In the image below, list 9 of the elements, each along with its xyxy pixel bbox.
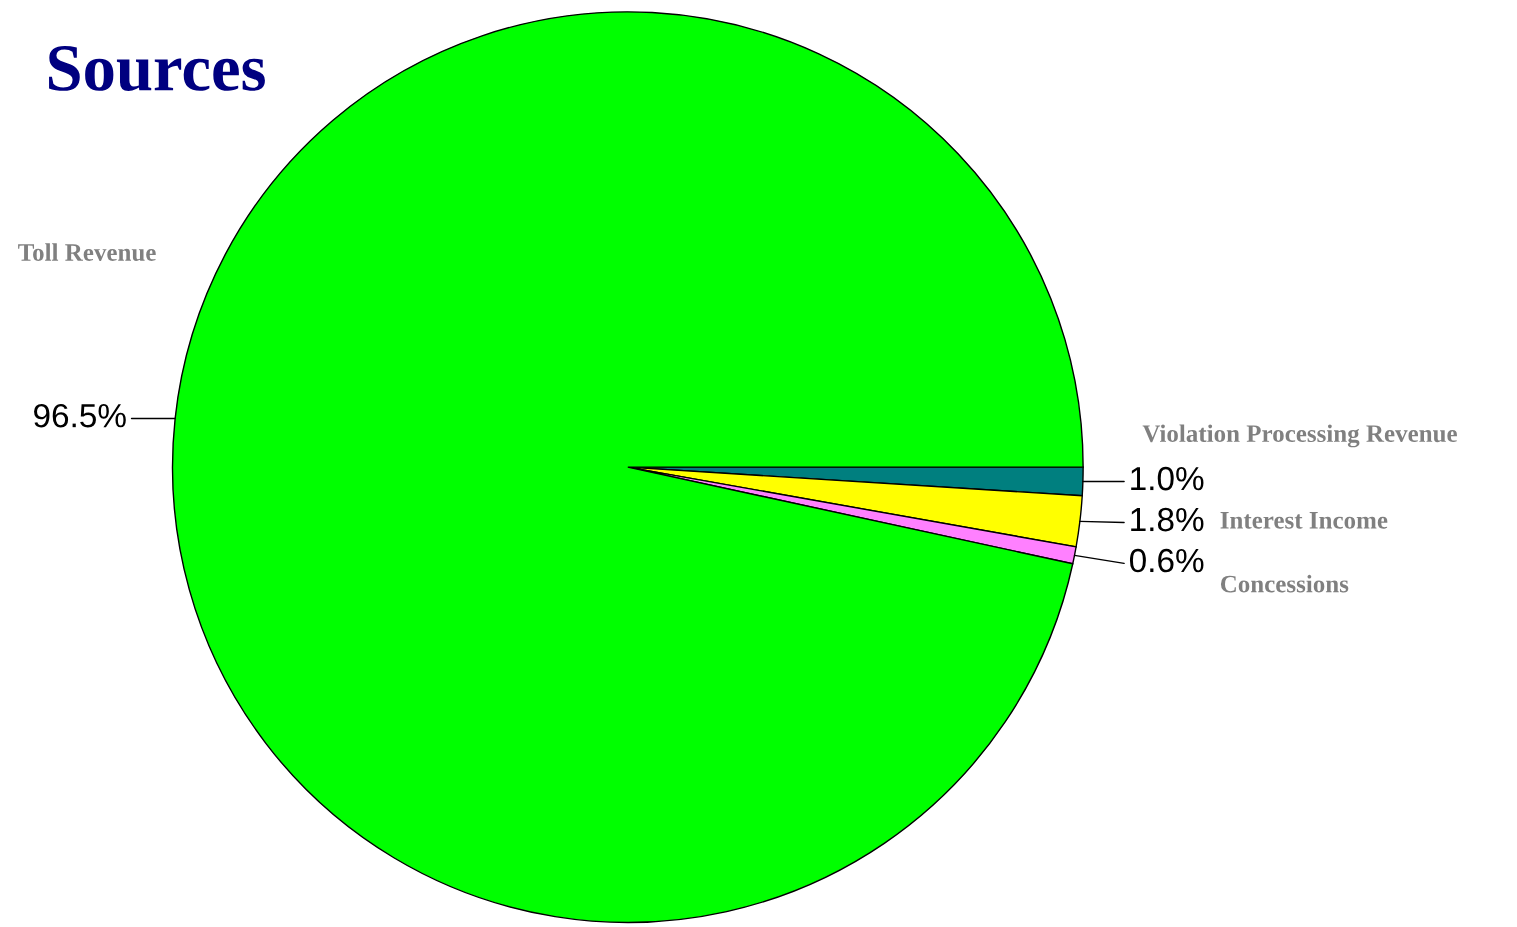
slice-label: Interest Income [1220, 512, 1388, 529]
slice-label: Toll Revenue [18, 243, 156, 261]
data-label: 1.0% [1131, 466, 1204, 491]
data-label: 96.5% [34, 403, 126, 428]
slice-label: Violation Processing Revenue [1142, 424, 1457, 448]
data-label: 1.8% [1131, 507, 1204, 532]
data-label: 0.6% [1129, 548, 1204, 573]
slice-label: Concessions [1220, 574, 1349, 593]
chart-title: Sources [49, 46, 265, 91]
